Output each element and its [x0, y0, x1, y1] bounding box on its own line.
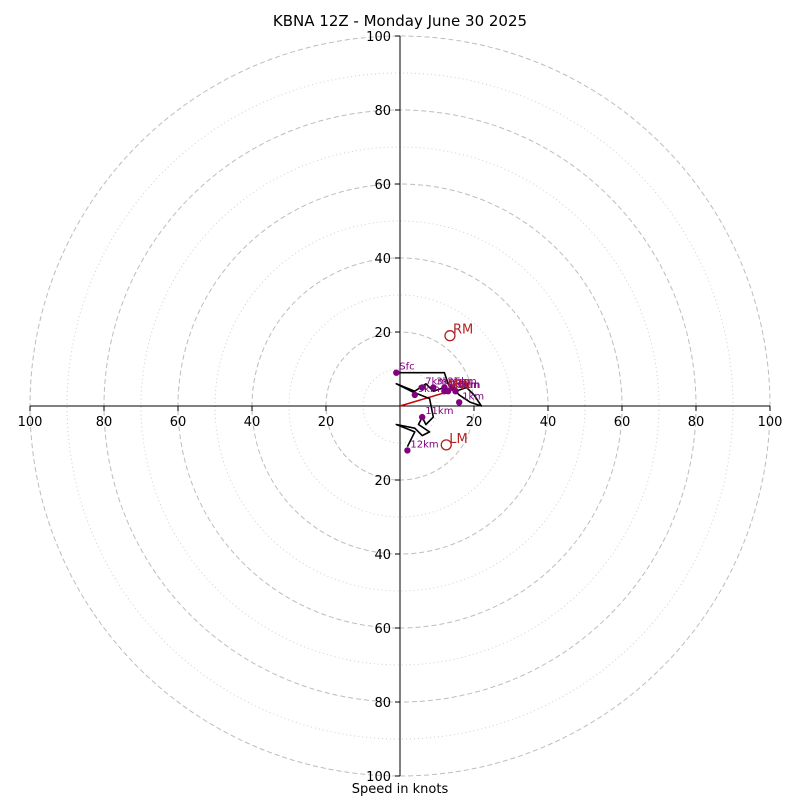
- marker-6km: [452, 388, 459, 395]
- tick-label-x-right-40: 40: [540, 415, 557, 430]
- motion-label-LM: LM: [449, 432, 467, 447]
- marker-1km: [456, 399, 463, 406]
- marker-label-9km: 9km: [418, 384, 440, 395]
- tick-label-x-left-100: 100: [18, 415, 43, 430]
- motion-marker-LM: [440, 439, 452, 451]
- tick-label-x-left-40: 40: [244, 415, 261, 430]
- marker-label-1km: 1km: [462, 391, 484, 402]
- tick-label-x-left-80: 80: [96, 415, 113, 430]
- storm-motion-markers: RM LM MW: [440, 323, 473, 451]
- tick-label-y-top-80: 80: [374, 104, 391, 119]
- tick-label-x-left-60: 60: [170, 415, 187, 430]
- tick-label-y-bottom-100: 100: [366, 770, 391, 785]
- marker-label-12km: 12km: [410, 439, 438, 450]
- chart-title: KBNA 12Z - Monday June 30 2025: [272, 12, 528, 30]
- motion-label-RM: RM: [453, 323, 473, 338]
- tick-label-x-right-100: 100: [758, 415, 783, 430]
- tick-label-y-top-60: 60: [374, 178, 391, 193]
- tick-label-y-bottom-40: 40: [374, 548, 391, 563]
- marker-label-6km: 6km: [459, 380, 481, 391]
- marker-11km: [419, 413, 426, 421]
- marker-10km: [444, 388, 452, 395]
- tick-label-x-right-80: 80: [688, 415, 705, 430]
- marker-label-11km: 11km: [425, 406, 453, 417]
- tick-label-y-bottom-80: 80: [374, 696, 391, 711]
- marker-label-7km: 7km: [425, 377, 447, 388]
- marker-3km: [430, 384, 437, 391]
- motion-label-MW: MW: [447, 378, 471, 393]
- shear-vector: [399, 390, 451, 407]
- marker-label-10km: 10km: [451, 380, 479, 391]
- tick-label-y-top-100: 100: [366, 30, 391, 45]
- marker-label-2km: 2km: [447, 377, 469, 388]
- marker-7km: [419, 384, 426, 391]
- tick-label-y-top-40: 40: [374, 252, 391, 267]
- tick-label-y-bottom-20: 20: [374, 474, 391, 489]
- marker-label-5km: 5km: [455, 377, 477, 388]
- marker-label-4km: 4km: [447, 380, 469, 391]
- tick-labels: 100 80 60 40 20 20 40 60 80 100 100 80 60 40 20 20 40 60 8…: [18, 30, 783, 785]
- x-axis-label: Speed in knots: [351, 782, 449, 797]
- tick-label-x-right-60: 60: [614, 415, 631, 430]
- hodograph-trace: [395, 371, 483, 448]
- marker-label-Sfc: Sfc: [399, 362, 414, 373]
- marker-Sfc: [393, 369, 400, 376]
- tick-label-y-bottom-60: 60: [374, 622, 391, 637]
- marker-9km: [411, 391, 418, 399]
- tick-label-x-left-20: 20: [318, 415, 335, 430]
- tick-label-x-right-20: 20: [466, 415, 483, 430]
- marker-12km: [404, 447, 411, 454]
- shear-vector-layer: [399, 390, 451, 407]
- wind-trace-layer: [395, 371, 483, 448]
- marker-label-3km: 3km: [436, 377, 458, 388]
- tick-label-y-top-20: 20: [374, 326, 391, 341]
- motion-marker-RM: [444, 330, 456, 342]
